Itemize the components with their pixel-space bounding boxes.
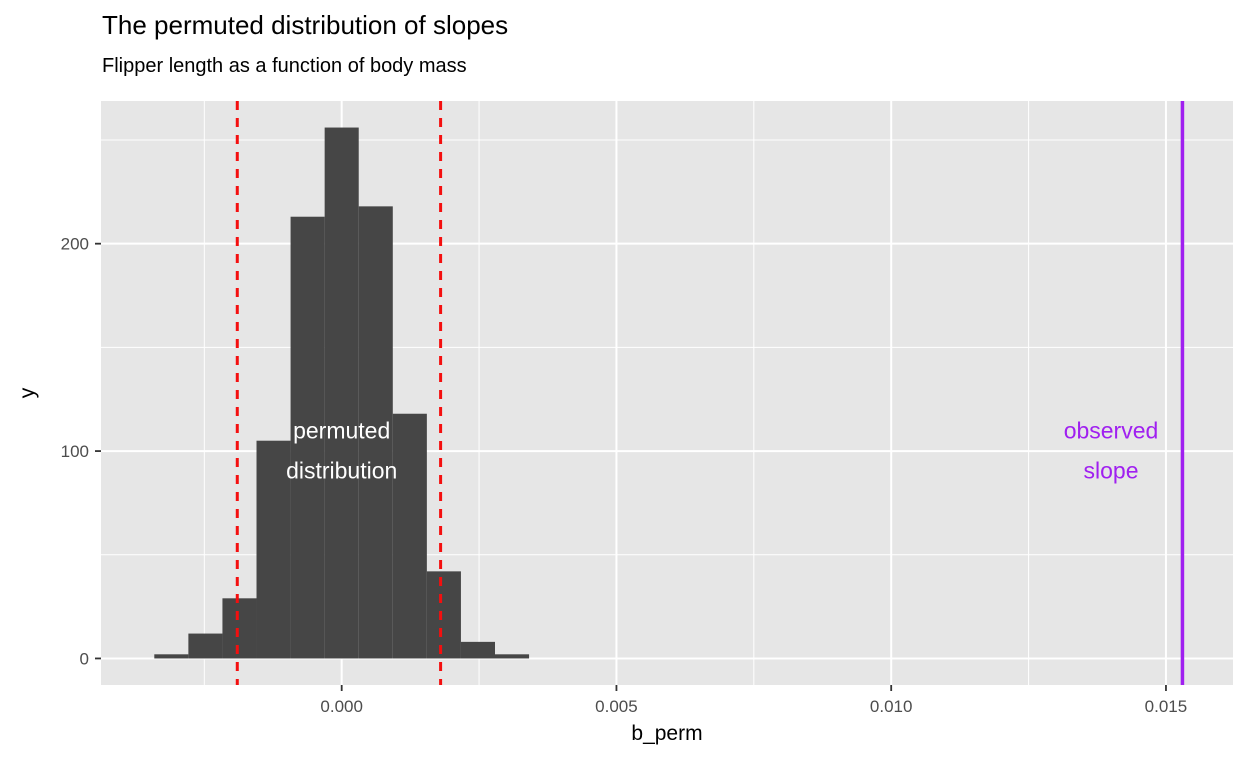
y-axis-tick-label: 100 xyxy=(61,442,89,461)
histogram-bar xyxy=(256,440,291,659)
x-axis-tick-label: 0.010 xyxy=(870,697,913,716)
histogram-bar xyxy=(358,206,393,659)
histogram-bar xyxy=(222,598,257,659)
x-axis-title: b_perm xyxy=(631,722,703,745)
observed-slope-label: observed xyxy=(1064,417,1159,443)
permuted-distribution-label: distribution xyxy=(286,457,397,483)
chart-subtitle: Flipper length as a function of body mas… xyxy=(102,55,467,77)
y-axis-tick-label: 200 xyxy=(61,235,89,254)
histogram-bar xyxy=(426,571,461,659)
permuted-distribution-label: permuted xyxy=(293,417,390,443)
histogram-bar xyxy=(392,413,427,659)
chart-title: The permuted distribution of slopes xyxy=(102,10,509,40)
x-axis-tick-label: 0.015 xyxy=(1145,697,1188,716)
x-axis-tick-label: 0.005 xyxy=(595,697,638,716)
histogram-bar xyxy=(290,216,325,659)
histogram-bar xyxy=(154,654,189,659)
histogram-bar xyxy=(460,641,496,659)
y-axis-tick-label: 0 xyxy=(80,649,89,668)
histogram-bar xyxy=(188,633,223,659)
histogram-bar xyxy=(324,127,359,659)
observed-slope-label: slope xyxy=(1084,457,1139,483)
x-axis-tick-label: 0.000 xyxy=(320,697,363,716)
histogram-bar xyxy=(495,654,530,659)
